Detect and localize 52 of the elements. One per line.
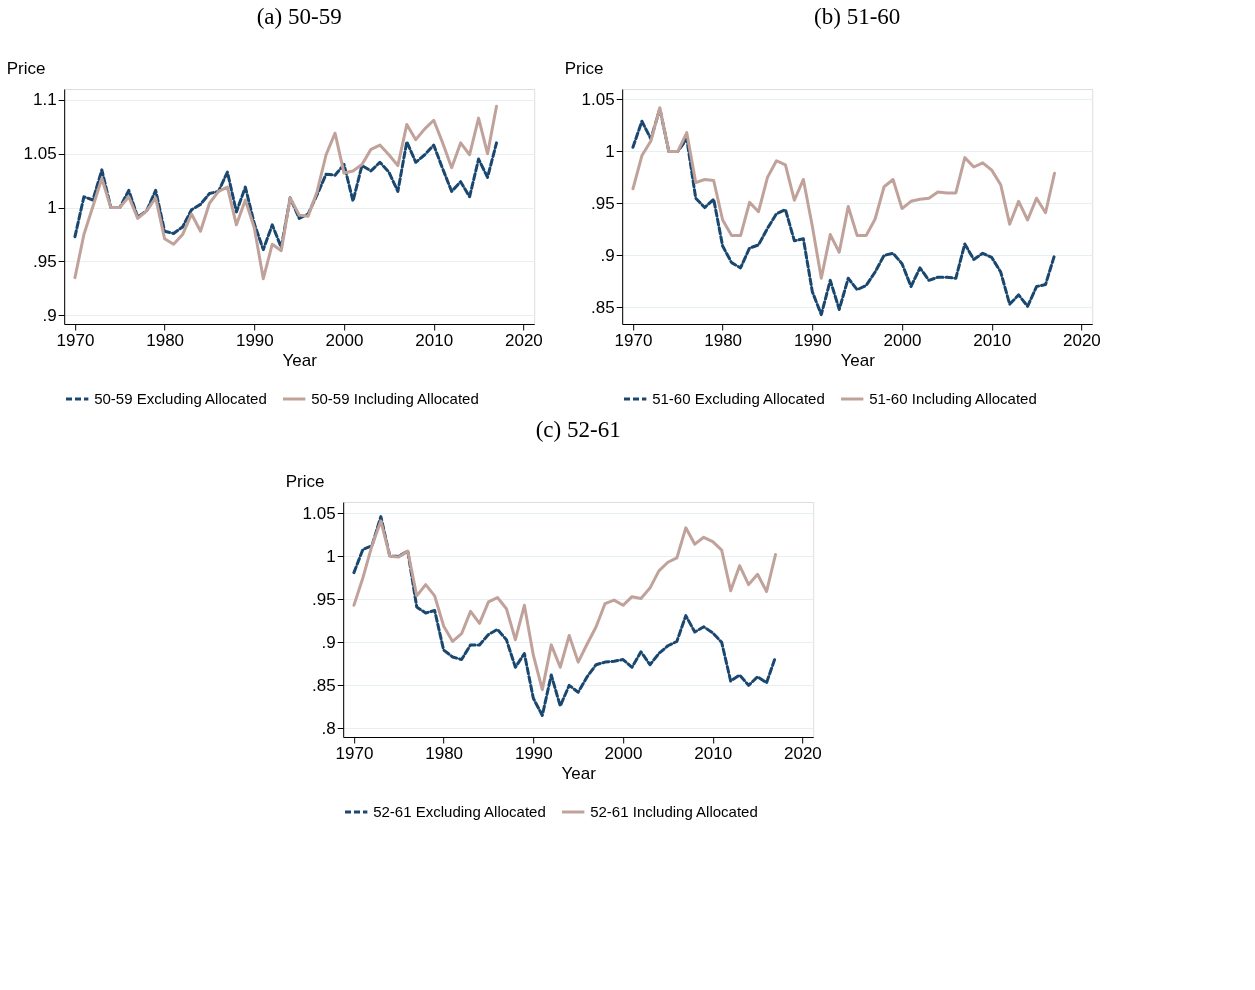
legend-label: 50-59 Including Allocated (311, 390, 479, 407)
x-tick-label: 1990 (235, 330, 274, 350)
legend-label: 52-61 Excluding Allocated (373, 803, 546, 820)
y-axis-title: Price (6, 58, 46, 78)
y-tick-label: .95 (312, 589, 336, 609)
x-tick-label: 1970 (56, 330, 95, 350)
x-tick-label: 1990 (793, 330, 832, 350)
line-series (73, 140, 499, 252)
x-tick-label: 1980 (704, 330, 743, 350)
y-tick-label: 1.05 (23, 144, 57, 164)
y-tick-label: 1 (605, 141, 615, 161)
x-axis-title: Year (561, 763, 597, 783)
x-tick-label: 1990 (514, 743, 553, 763)
y-tick-label: 1.05 (581, 89, 615, 109)
x-tick-label: 2010 (973, 330, 1012, 350)
y-tick-label: .95 (33, 251, 57, 271)
x-tick-label: 2000 (883, 330, 922, 350)
chart-title: (a) 50-59 (256, 4, 342, 29)
y-tick-label: .8 (321, 718, 336, 738)
y-tick-label: .95 (591, 193, 615, 213)
y-tick-label: .85 (312, 675, 336, 695)
chart-title: (c) 52-61 (535, 417, 621, 442)
x-tick-label: 1970 (614, 330, 653, 350)
y-axis-title: Price (285, 471, 325, 491)
y-tick-label: 1.05 (302, 503, 336, 523)
y-tick-label: 1.1 (33, 90, 57, 110)
y-tick-label: .9 (42, 305, 57, 325)
x-tick-label: 2020 (505, 330, 543, 350)
chart-title: (b) 51-60 (814, 4, 901, 29)
x-tick-label: 1980 (146, 330, 185, 350)
x-tick-label: 1980 (425, 743, 464, 763)
x-tick-label: 2010 (415, 330, 454, 350)
x-tick-label: 2010 (694, 743, 733, 763)
y-tick-label: 1 (47, 198, 57, 218)
y-tick-label: 1 (326, 546, 336, 566)
y-tick-label: .85 (591, 297, 615, 317)
x-tick-label: 2020 (1063, 330, 1101, 350)
line-series (73, 104, 499, 281)
legend-label: 51-60 Excluding Allocated (652, 390, 825, 407)
legend-label: 51-60 Including Allocated (869, 390, 1037, 407)
x-tick-label: 1970 (335, 743, 374, 763)
y-tick-label: .9 (600, 245, 615, 265)
legend-label: 50-59 Excluding Allocated (94, 390, 267, 407)
line-series (631, 106, 1057, 280)
y-axis-title: Price (564, 58, 604, 78)
legend-label: 52-61 Including Allocated (590, 803, 758, 820)
x-tick-label: 2000 (325, 330, 364, 350)
x-axis-title: Year (282, 350, 318, 370)
x-tick-label: 2020 (784, 743, 822, 763)
x-tick-label: 2000 (604, 743, 643, 763)
y-tick-label: .9 (321, 632, 336, 652)
x-axis-title: Year (840, 350, 876, 370)
